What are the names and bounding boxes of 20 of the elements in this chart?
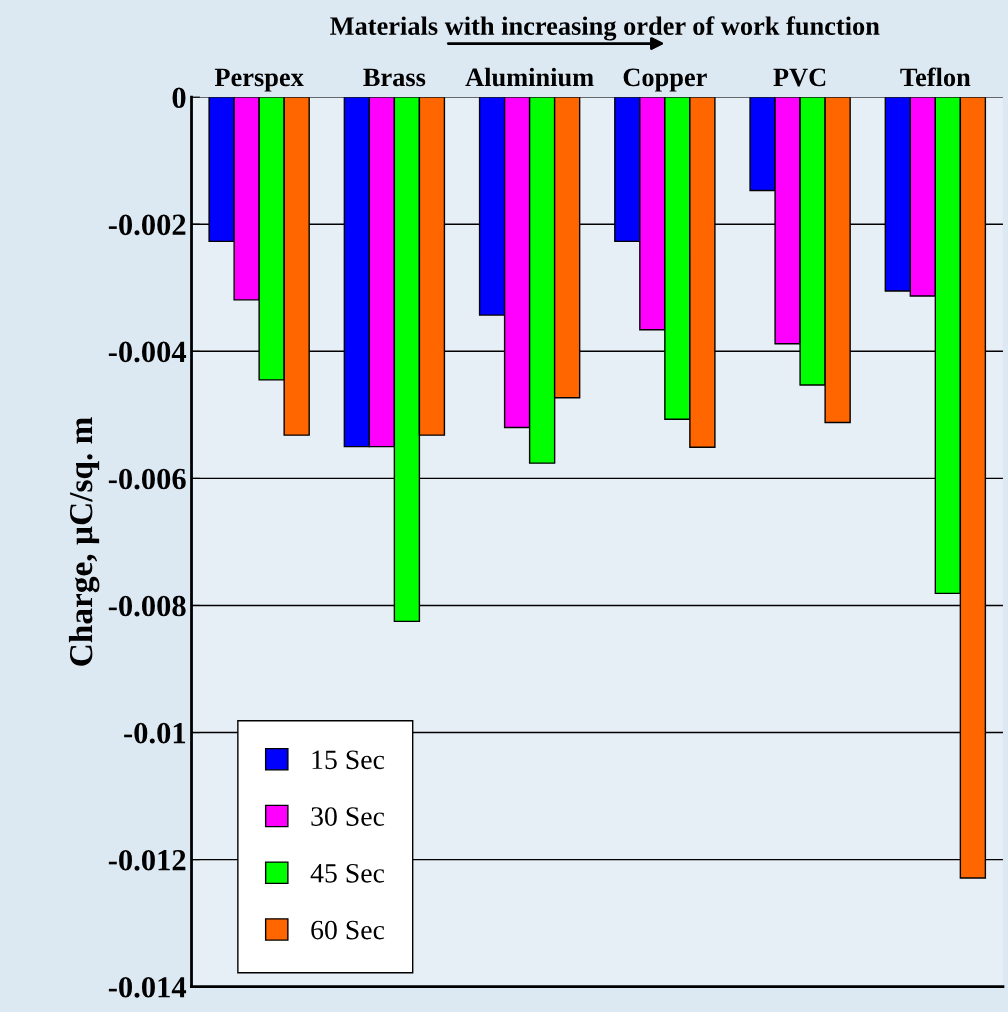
legend-label: 45 Sec (310, 863, 385, 883)
y-tick-label: -0.014 (108, 976, 187, 998)
x-tick-label: Copper (623, 68, 707, 92)
x-tick-label: Brass (363, 68, 426, 87)
legend-label: 30 Sec (311, 807, 385, 826)
legend-label: 60 Sec (311, 920, 385, 940)
x-tick-label: Aluminium (465, 67, 594, 87)
y-axis-title: Charge, µC/sq. m (68, 417, 100, 666)
x-tick-label: Teflon (900, 67, 971, 87)
y-tick-label: -0.008 (108, 595, 186, 617)
y-tick-label: -0.006 (108, 468, 186, 490)
y-tick-label: 0 (172, 87, 186, 109)
chart-title: Materials with increasing order of work function (330, 16, 880, 41)
x-tick-label: Perspex (214, 68, 304, 92)
legend-label: 15 Sec (312, 750, 385, 770)
y-tick-label: -0.012 (108, 849, 186, 871)
y-tick-label: -0.004 (108, 341, 187, 363)
x-tick-label: PVC (773, 68, 826, 87)
y-tick-label: -0.01 (124, 722, 186, 744)
y-tick-label: -0.002 (108, 214, 186, 236)
